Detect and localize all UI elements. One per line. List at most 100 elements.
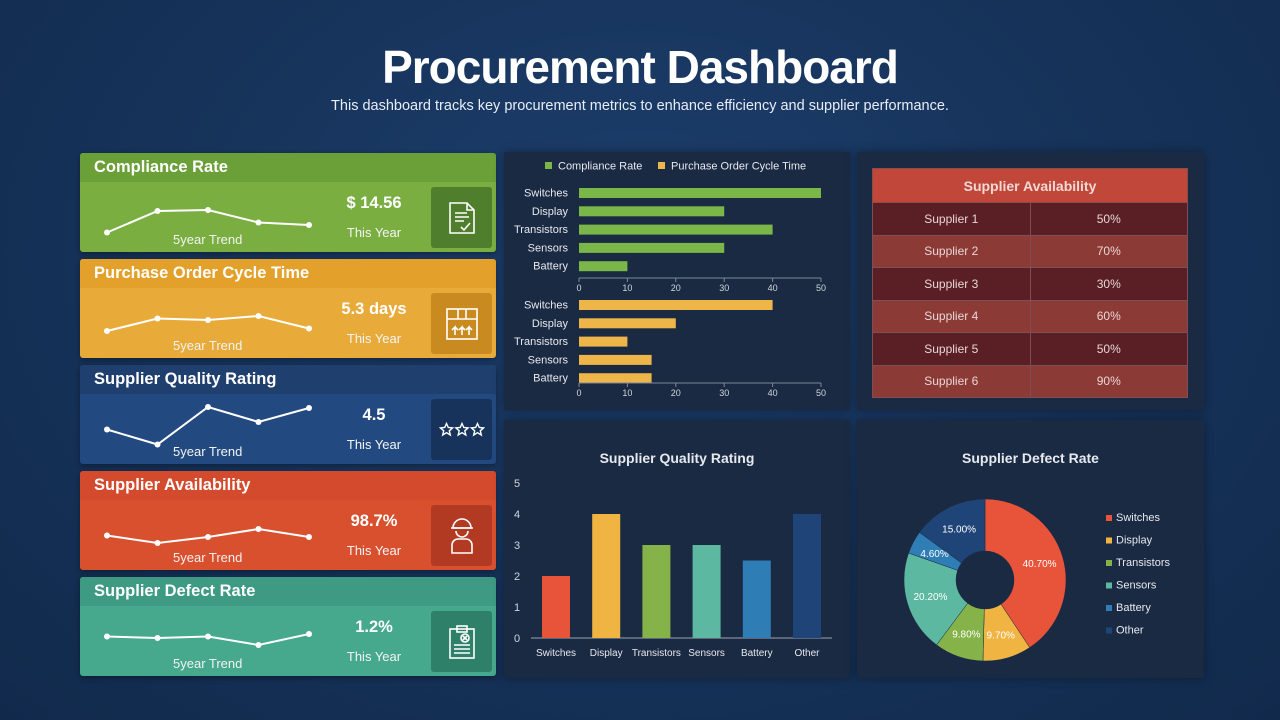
kpi-card: Compliance Rate 5year Trend $ 14.56 This…: [80, 153, 496, 252]
tick-label: 20: [671, 283, 681, 293]
legend-label: Battery: [1116, 602, 1151, 614]
kpi-trend-point: [306, 631, 312, 637]
kpi-title: Supplier Availability: [80, 471, 496, 500]
supplier-name: Supplier 5: [872, 332, 1031, 366]
category-label: Battery: [533, 261, 568, 273]
table-row: Supplier 6 90%: [872, 364, 1188, 398]
defect-rate-panel: Supplier Defect Rate 40.70% 9.70% 9.80% 20.…: [857, 420, 1204, 678]
supplier-name: Supplier 4: [872, 299, 1031, 333]
bar: [642, 545, 671, 638]
bar: [742, 560, 771, 638]
kpi-trend-point: [255, 419, 262, 425]
kpi-period: This Year: [346, 543, 402, 558]
category-label: Transistors: [514, 224, 568, 236]
page-title: Procurement Dashboard: [382, 41, 899, 93]
tick-label: 50: [816, 283, 826, 293]
clipboard-x-icon: [431, 611, 492, 672]
kpi-period: This Year: [346, 331, 402, 346]
supplier-value: 90%: [1029, 364, 1188, 398]
kpi-value: $ 14.56: [346, 194, 402, 212]
legend-swatch: [1106, 582, 1112, 589]
supplier-table-title: Supplier Availability: [872, 168, 1188, 203]
category-label: Switches: [536, 648, 576, 659]
kpi-title: Supplier Defect Rate: [80, 577, 496, 606]
kpi-body: 5year Trend $ 14.56 This Year: [80, 182, 496, 252]
table-row: Supplier 2 70%: [872, 234, 1188, 268]
page-subtitle: This dashboard tracks key procurement me…: [331, 98, 949, 114]
tick-label: 40: [768, 388, 778, 398]
tick-label: 30: [719, 283, 729, 293]
category-label: Battery: [741, 648, 773, 659]
worker-icon: [431, 505, 492, 566]
kpi-trend-label: 5year Trend: [173, 550, 243, 565]
slice-value-label: 40.70%: [1023, 559, 1057, 570]
kpi-card: Purchase Order Cycle Time 5year Trend 5.…: [80, 259, 496, 358]
y-tick-label: 2: [514, 571, 520, 583]
kpi-trend-polyline: [106, 405, 310, 446]
stars-icon: [431, 399, 492, 460]
kpi-trend-point: [255, 219, 262, 226]
kpi-trend-line: [104, 313, 312, 334]
y-tick-label: 3: [514, 540, 520, 552]
kpi-value: 4.5: [362, 406, 386, 424]
kpi-card: Supplier Defect Rate 5year Trend 1.2% Th…: [80, 577, 496, 676]
kpi-trend-point: [255, 642, 262, 648]
supplier-name: Supplier 3: [872, 267, 1031, 301]
kpi-trend-point: [104, 532, 110, 539]
kpi-trend-point: [306, 405, 312, 411]
bar: [579, 300, 773, 310]
kpi-trend-point: [255, 526, 262, 532]
kpi-value: 98.7%: [350, 512, 398, 530]
tick-label: 40: [768, 283, 778, 293]
kpi-trend-line: [104, 207, 312, 236]
kpi-trend-point: [154, 208, 161, 214]
kpi-trend-point: [154, 635, 161, 641]
bar: [592, 514, 621, 638]
kpi-body: 5year Trend 4.5 This Year: [80, 394, 496, 464]
kpi-trend-label: 5year Trend: [173, 656, 243, 671]
y-tick-label: 1: [514, 602, 520, 614]
kpi-trend-point: [104, 328, 110, 334]
horizontal-bar-chart: Compliance Rate Purchase Order Cycle Time…: [514, 161, 826, 399]
category-label: Sensors: [528, 354, 569, 366]
bar: [579, 336, 628, 347]
kpi-trend-line: [104, 404, 312, 448]
bar: [692, 545, 721, 638]
slice-value-label: 9.80%: [952, 629, 980, 640]
bar: [579, 373, 652, 384]
y-tick-label: 5: [514, 478, 520, 490]
legend-label: Display: [1116, 535, 1153, 547]
tick-label: 30: [719, 388, 729, 398]
legend-swatch: [1106, 515, 1112, 521]
legend-swatch: [658, 162, 665, 169]
y-tick-label: 0: [514, 633, 520, 645]
kpi-trend-point: [306, 325, 312, 332]
table-row: Supplier 4 60%: [872, 299, 1188, 333]
bar: [579, 224, 773, 235]
defect-rate-donut-chart: 40.70% 9.70% 9.80% 20.20% 4.60% 15.00% Switche…: [903, 498, 1170, 662]
kpi-value: 5.3 days: [341, 300, 407, 318]
category-label: Sensors: [688, 648, 725, 659]
kpi-trend-point: [205, 207, 211, 213]
supplier-name: Supplier 6: [872, 364, 1031, 398]
document-check-icon: [431, 187, 492, 248]
supplier-value: 50%: [1029, 202, 1188, 236]
tick-label: 20: [671, 388, 681, 398]
kpi-title: Purchase Order Cycle Time: [80, 259, 496, 288]
kpi-trend-point: [104, 633, 110, 640]
bar: [579, 188, 821, 198]
kpi-trend-point: [306, 534, 312, 540]
kpi-trend-point: [205, 633, 211, 640]
slice-value-label: 4.60%: [920, 549, 948, 560]
kpi-trend-point: [154, 315, 161, 322]
category-label: Sensors: [528, 242, 569, 254]
supplier-value: 30%: [1029, 267, 1188, 301]
slice-value-label: 9.70%: [987, 630, 1015, 641]
defect-rate-chart-title: Supplier Defect Rate: [962, 450, 1099, 466]
pie-slice: [919, 498, 986, 564]
category-label: Display: [590, 648, 623, 659]
y-tick-label: 4: [514, 509, 520, 521]
bar: [579, 261, 628, 272]
quality-rating-bar-chart: 0 1 2 3 4 5 Switches Display Transistors Sensors B…: [514, 478, 832, 659]
kpi-card: Supplier Availability 5year Trend 98.7% …: [80, 471, 496, 570]
